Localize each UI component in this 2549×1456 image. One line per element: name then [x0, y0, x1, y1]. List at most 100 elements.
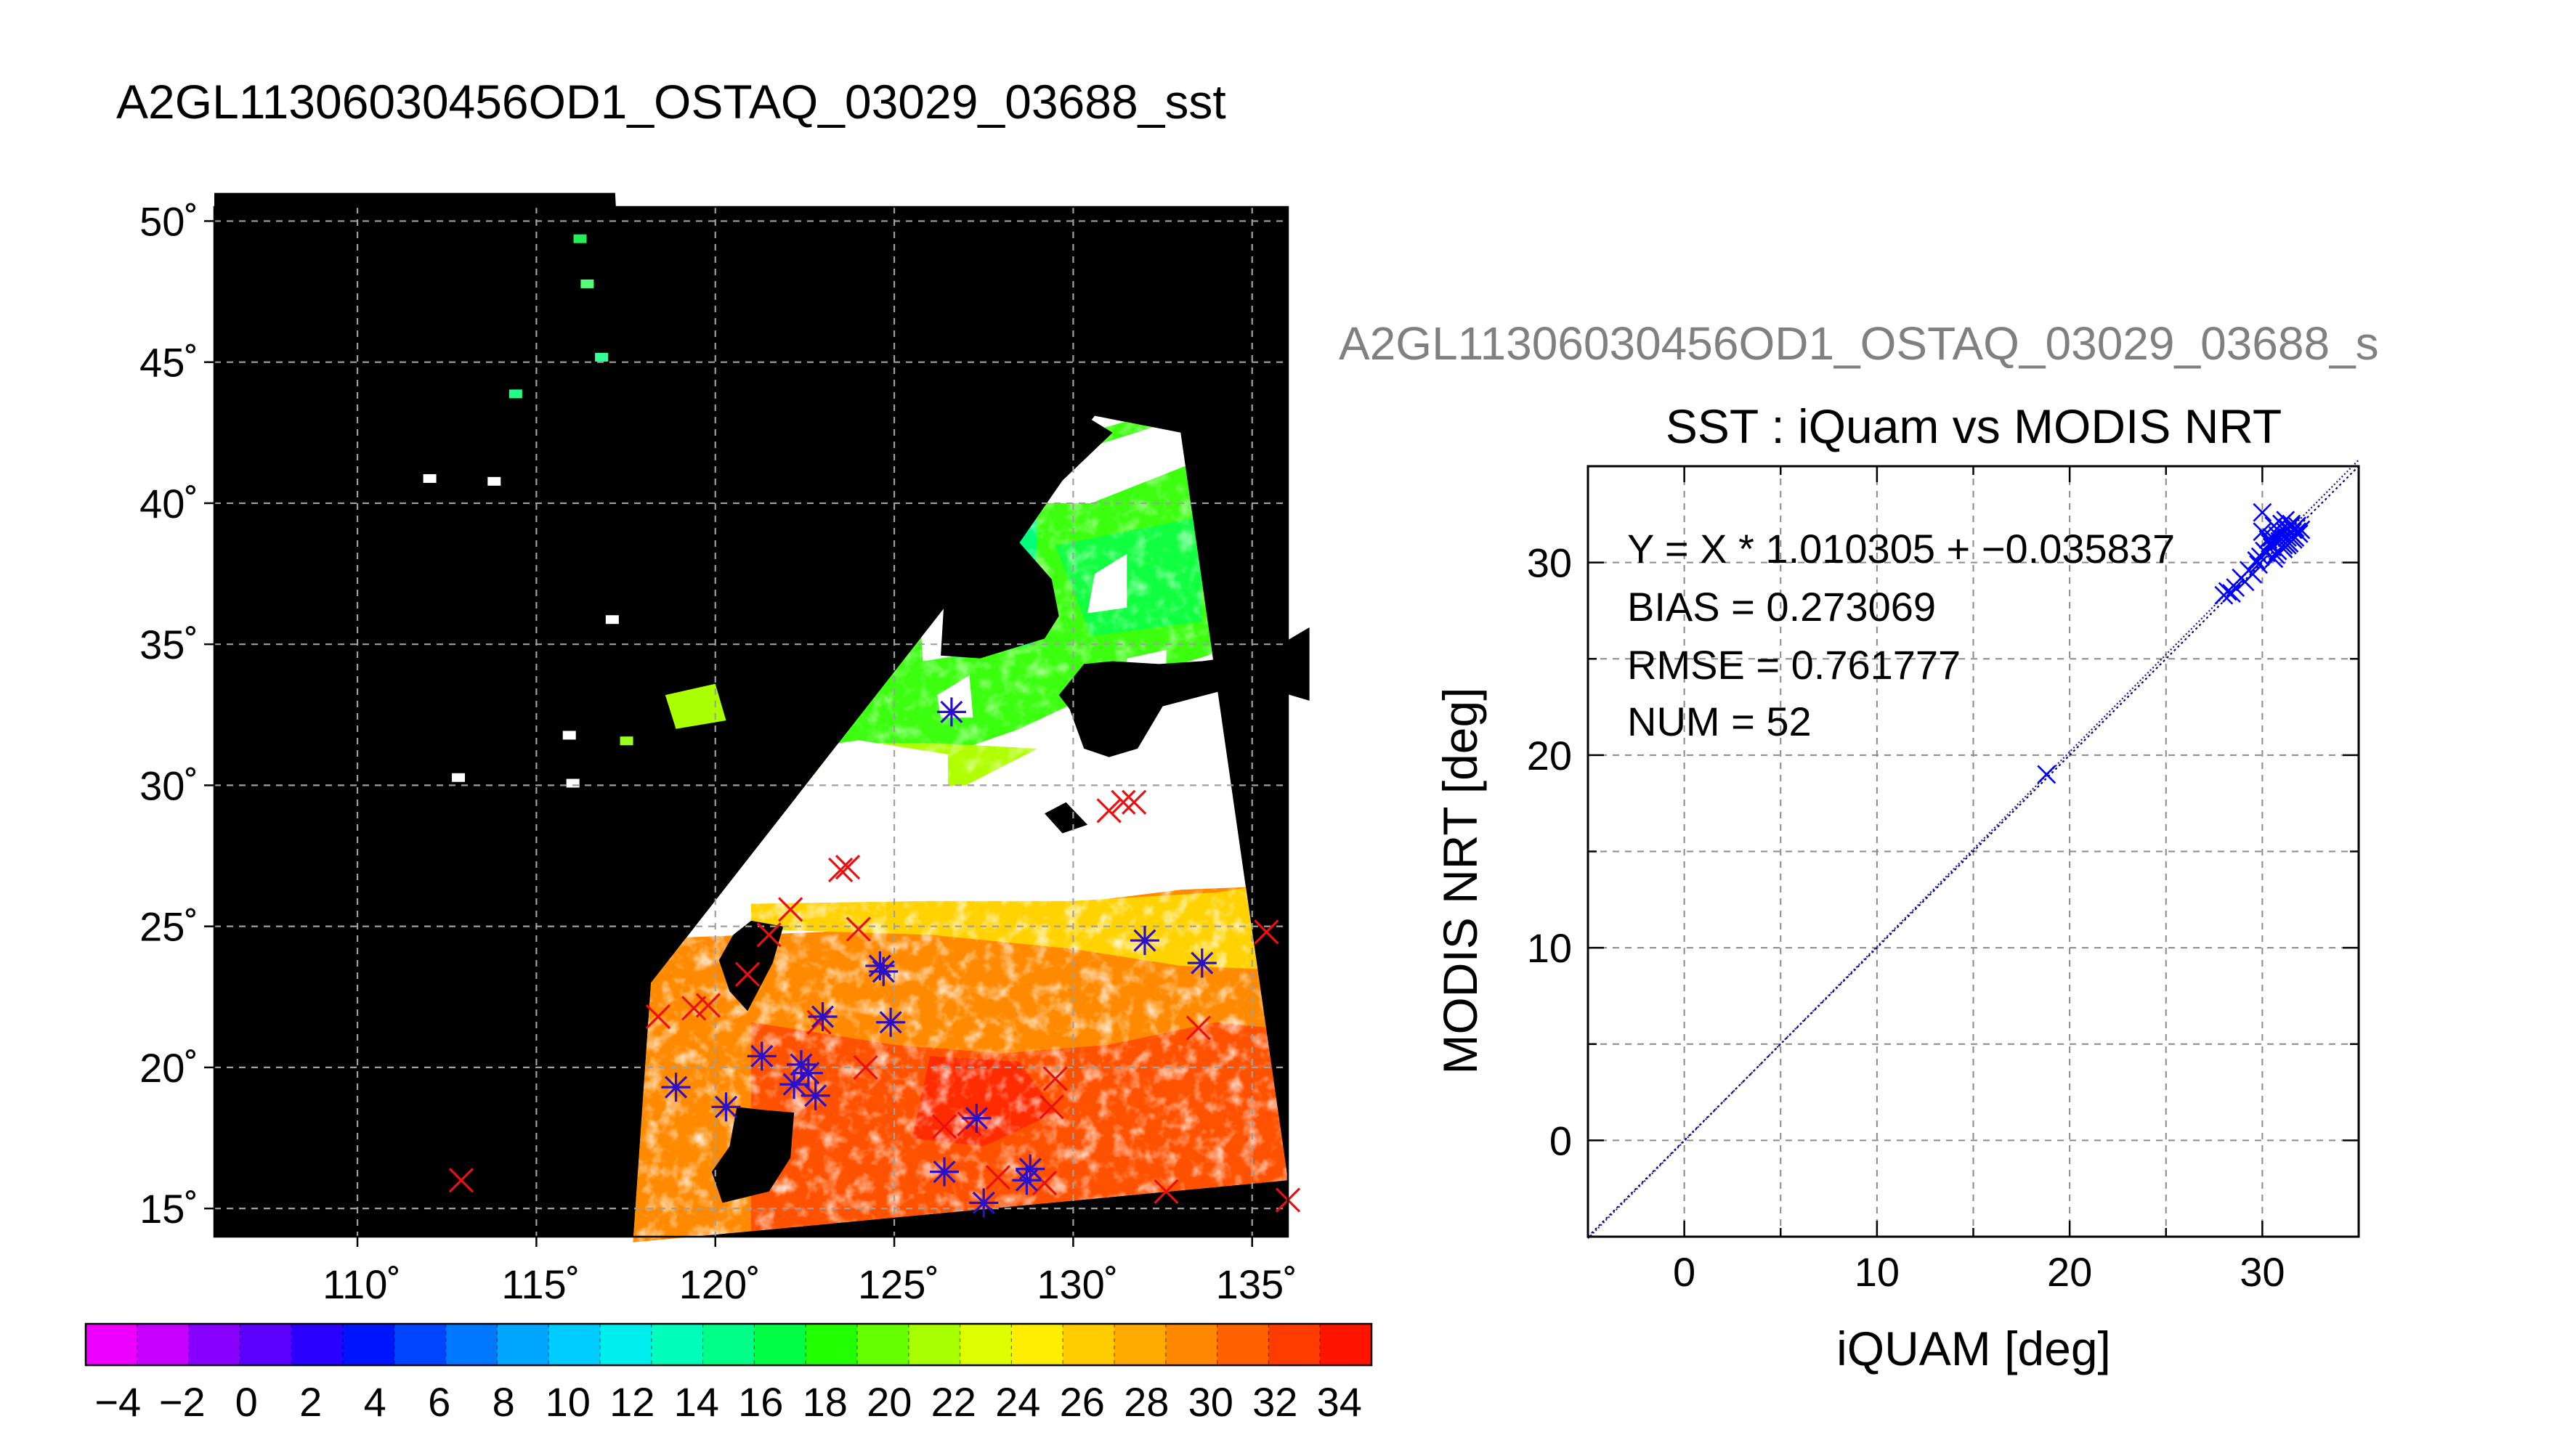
blue-asterisk-marker-16: [1187, 948, 1217, 978]
red-x-marker-14: [1042, 1066, 1068, 1091]
speck-2: [595, 352, 609, 362]
red-x-marker-5: [778, 897, 803, 922]
red-x-marker-16: [1096, 798, 1122, 823]
colorbar-segment-18: [1011, 1324, 1063, 1365]
sst-scatter: 0 10 20 30 0 10 20 30: [1527, 459, 2360, 1295]
red-x-stroke-b: [1122, 789, 1147, 815]
red-x-stroke-b: [1111, 789, 1136, 815]
red-x-stroke-b: [778, 897, 803, 922]
colorbar-tick-label-10: 16: [738, 1379, 783, 1425]
map-x-tick-label-3: 125˚: [858, 1261, 939, 1307]
point-stroke-b: [2258, 529, 2278, 549]
blue-asterisk-marker-6: [808, 1001, 838, 1031]
blue-asterisk-marker-12: [969, 1188, 999, 1218]
colorbar-segment-1: [137, 1324, 190, 1365]
colorbar-segment-17: [960, 1324, 1012, 1365]
blue-asterisk-marker-18: [865, 951, 895, 981]
colorbar-segment-13: [754, 1324, 806, 1365]
point-stroke-b: [2291, 520, 2311, 540]
scatter-point-4: [2226, 578, 2245, 598]
blue-asterisk-marker-15: [1130, 926, 1159, 956]
point-stroke-b: [2250, 547, 2270, 566]
colorbar-segment-9: [548, 1324, 601, 1365]
scatter-x-tick-label-1: 10: [1855, 1249, 1900, 1295]
map-y-tick-label-5: 40˚: [139, 481, 198, 526]
scatter-y-tick-label-0: 0: [1549, 1118, 1572, 1163]
scatter-point-50: [2268, 541, 2287, 561]
red-x-stroke-b: [1039, 1094, 1064, 1120]
bias-value: BIAS = 0.273069: [1627, 584, 1936, 630]
colorbar-tick-label-8: 12: [609, 1379, 655, 1425]
colorbar-segment-10: [600, 1324, 652, 1365]
red-x-stroke-b: [1154, 1179, 1179, 1204]
point-stroke-b: [2272, 524, 2291, 543]
scatter-title: SST : iQuam vs MODIS NRT: [1666, 399, 2282, 453]
red-x-stroke-b: [1186, 1015, 1211, 1041]
speck-10: [605, 615, 619, 625]
scatter-y-axis-label: MODIS NRT [deg]: [1433, 687, 1487, 1074]
land-korea: [898, 412, 1113, 659]
point-stroke-b: [2266, 545, 2285, 564]
red-x-marker-7: [828, 857, 854, 883]
identity-line: [1587, 465, 2359, 1237]
red-x-stroke-b: [1254, 919, 1279, 945]
colorbar-tick-label-6: 8: [493, 1379, 515, 1425]
point-stroke-b: [2226, 578, 2245, 598]
red-x-marker-4: [756, 922, 782, 948]
red-x-marker-9: [846, 916, 871, 942]
speck-1: [580, 279, 594, 288]
map-y-tick-label-4: 35˚: [139, 622, 198, 667]
colorbar-segment-7: [445, 1324, 498, 1365]
colorbar-segment-4: [291, 1324, 344, 1365]
red-x-stroke-b: [448, 1168, 474, 1193]
map-y-tick-label-2: 25˚: [139, 904, 198, 950]
colorbar-tick-label-16: 28: [1124, 1379, 1169, 1425]
map-grid: [214, 207, 1288, 1237]
scatter-x-axis-label: iQUAM [deg]: [1836, 1322, 2111, 1375]
scatter-points: [2037, 503, 2311, 784]
map-y-tick-label-0: 15˚: [139, 1186, 198, 1232]
scatter-annotations: Y = X * 1.010305 + −0.035837 BIAS = 0.27…: [1627, 526, 2175, 744]
point-stroke-b: [2222, 584, 2241, 603]
colorbar-tick-label-1: −2: [159, 1379, 206, 1425]
scatter-point-12: [2253, 522, 2272, 542]
blue-asterisk-marker-2: [747, 1041, 777, 1071]
point-stroke-b: [2249, 555, 2268, 574]
map-x-tick-label-4: 130˚: [1037, 1261, 1118, 1307]
colorbar-segment-12: [702, 1324, 755, 1365]
blue-asterisk-marker-10: [930, 1157, 960, 1187]
colorbar-segment-11: [651, 1324, 704, 1365]
land-ryukyu: [1045, 802, 1088, 834]
scatter-point-35: [2291, 520, 2311, 540]
colorbar-tick-label-13: 22: [931, 1379, 976, 1425]
speck-0: [573, 234, 587, 243]
asterisk-d2: [804, 1084, 827, 1107]
colorbar-segment-24: [1320, 1324, 1372, 1365]
map-x-tick-label-0: 110˚: [323, 1261, 401, 1307]
scatter-point-11: [2253, 503, 2272, 522]
map-frame: [213, 206, 1289, 1238]
red-x-stroke-b: [1042, 1066, 1068, 1091]
map-markers: [448, 697, 1301, 1218]
colorbar-tick-label-17: 30: [1188, 1379, 1233, 1425]
colorbar-tick-label-11: 18: [803, 1379, 848, 1425]
asterisk-d2: [750, 1044, 774, 1067]
blue-asterisk-marker-9: [936, 697, 966, 727]
map-y-tick-label-7: 50˚: [139, 198, 198, 244]
red-x-marker-19: [1186, 1015, 1211, 1041]
asterisk-d2: [665, 1075, 688, 1099]
red-x-marker-1: [645, 1004, 671, 1030]
num-value: NUM = 52: [1627, 699, 1812, 744]
red-x-stroke-b: [853, 1054, 878, 1081]
point-stroke-b: [2262, 537, 2282, 557]
asterisk-d2: [1191, 951, 1214, 975]
speck-5: [487, 476, 501, 486]
colorbar-tick-label-0: −4: [94, 1379, 141, 1425]
red-x-stroke-b: [846, 916, 871, 942]
asterisk-d2: [1133, 929, 1156, 952]
scatter-grid: [1588, 466, 2359, 1237]
scatter-suptitle: A2GL11306030456OD1_OSTAQ_03029_03688_s: [1339, 317, 2379, 370]
colorbar-segment-23: [1268, 1324, 1321, 1365]
scatter-x-tick-label-2: 20: [2047, 1249, 2092, 1295]
